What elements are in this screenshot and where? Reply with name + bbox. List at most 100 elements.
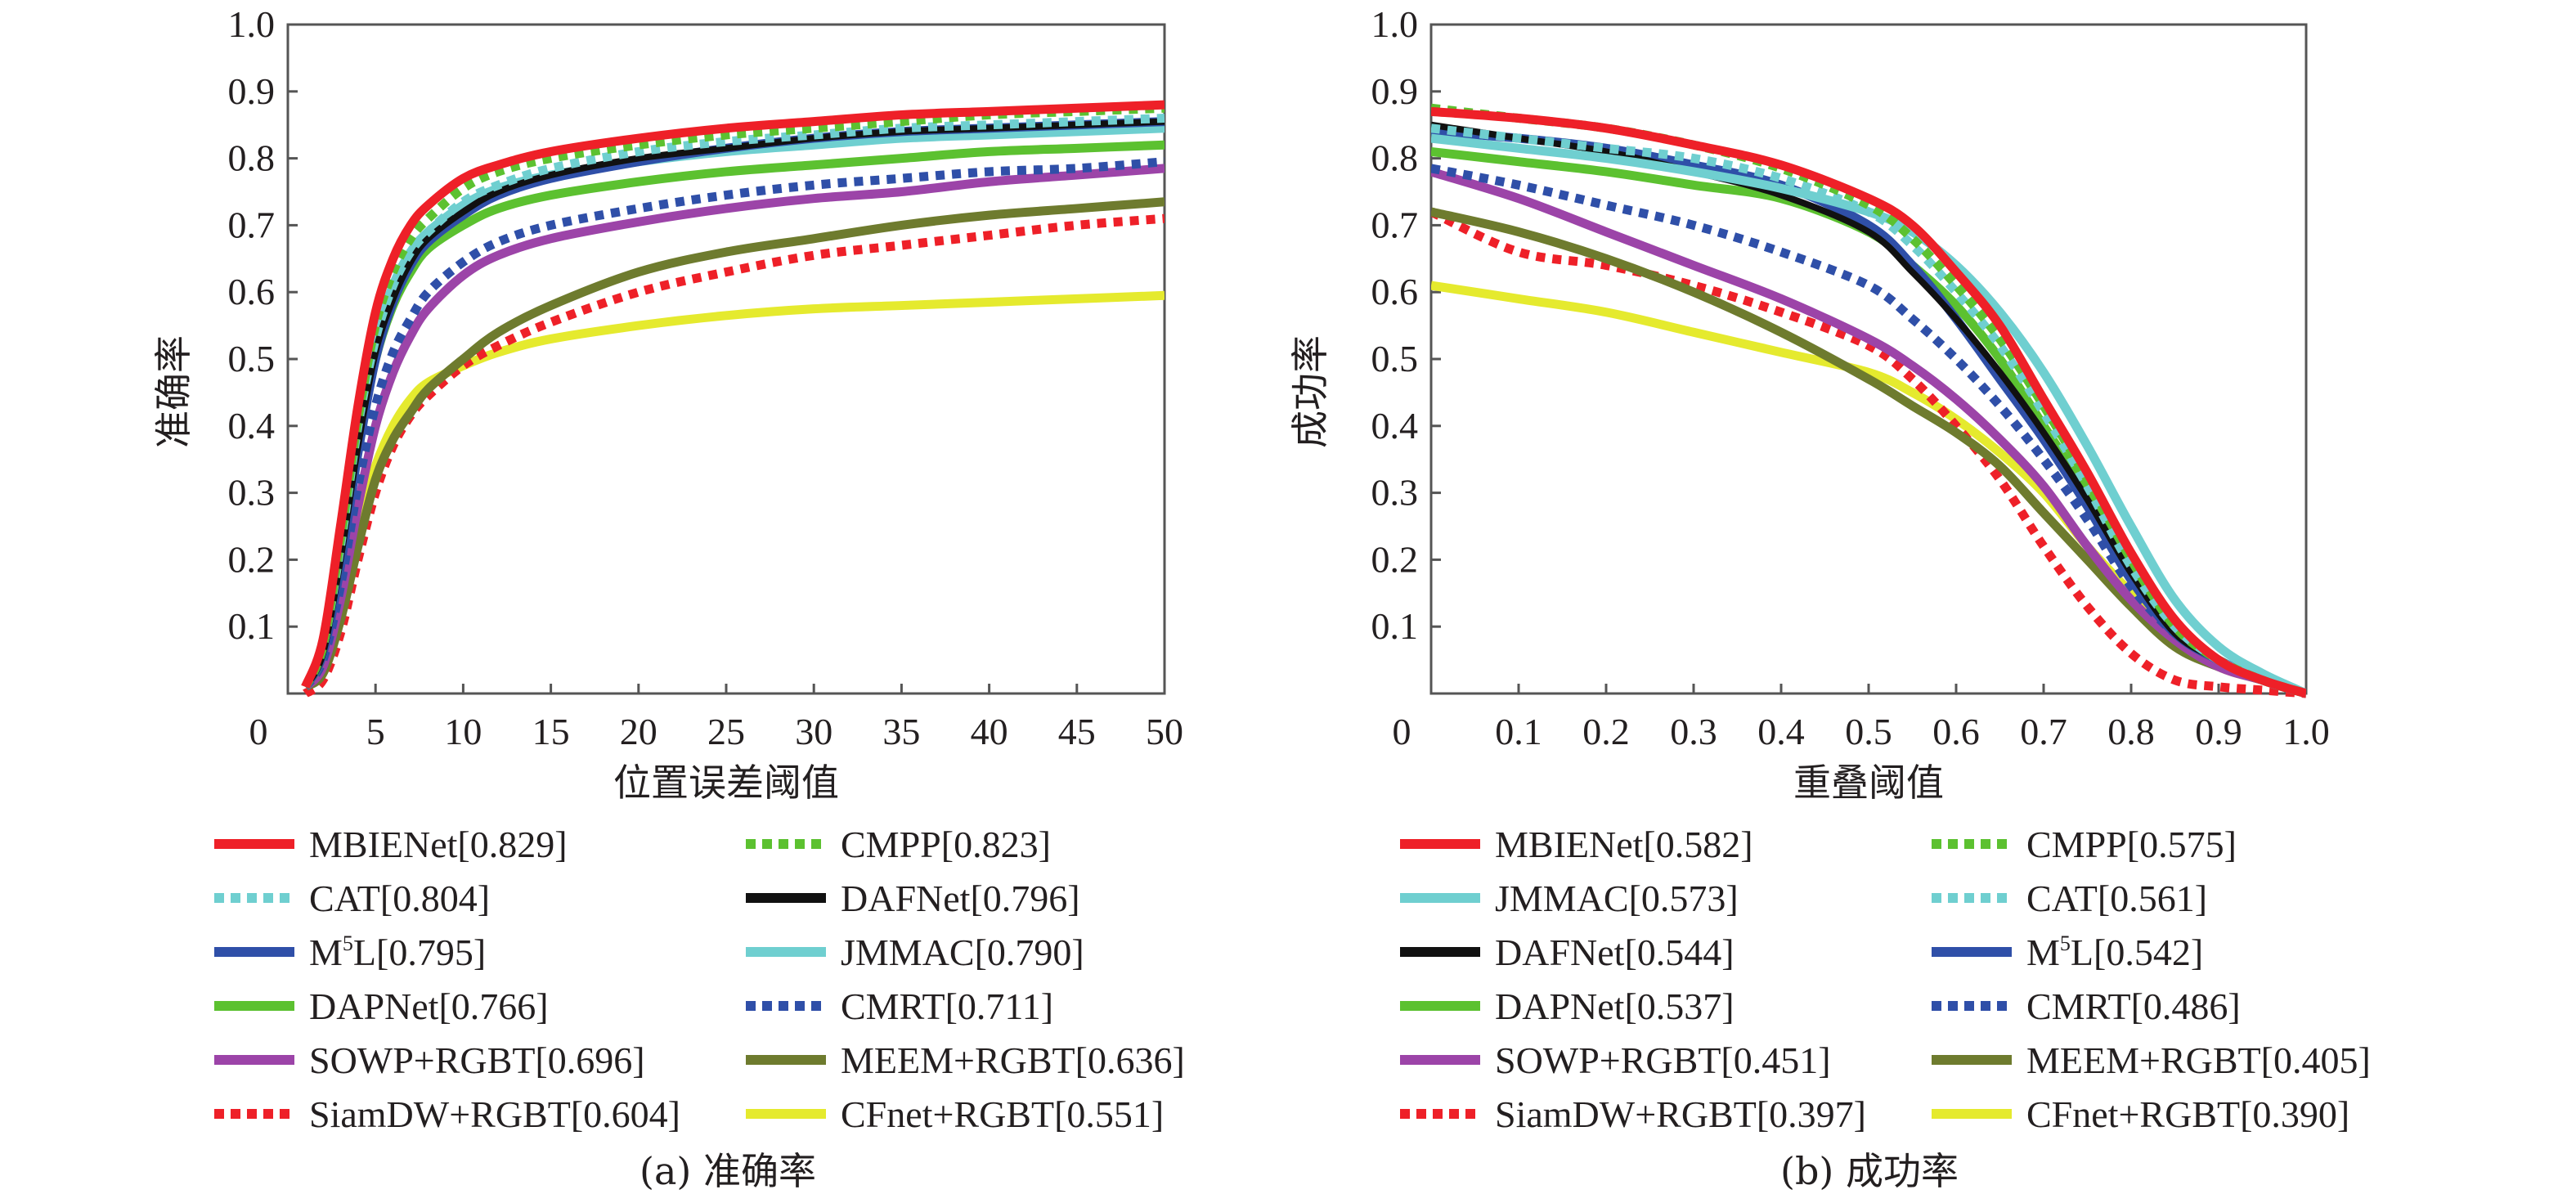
y-tick-label: 0.1 bbox=[228, 605, 276, 647]
x-tick-label: 50 bbox=[1146, 711, 1183, 752]
legend-label: MEEM+RGBT[0.405] bbox=[2026, 1039, 2371, 1081]
legend-label: DAPNet[0.537] bbox=[1495, 985, 1735, 1027]
legend-label: CMRT[0.711] bbox=[841, 985, 1053, 1027]
legend-item: MEEM+RGBT[0.405] bbox=[1932, 1039, 2371, 1081]
x-tick-label: 20 bbox=[620, 711, 657, 752]
legend-item: DAPNet[0.537] bbox=[1400, 985, 1735, 1027]
panel-caption: (b) 成功率 bbox=[1780, 1149, 1959, 1193]
legend-item: JMMAC[0.573] bbox=[1400, 878, 1739, 919]
x-tick-label: 15 bbox=[532, 711, 570, 752]
x-tick-label: 0.8 bbox=[2107, 711, 2155, 752]
series-group bbox=[1431, 103, 2306, 698]
legend-label: SOWP+RGBT[0.451] bbox=[1495, 1039, 1831, 1081]
y-tick-label: 1.0 bbox=[1371, 3, 1419, 45]
y-tick-label: 1.0 bbox=[228, 3, 276, 45]
x-tick-label: 0 bbox=[1393, 711, 1411, 752]
precision-panel: 0.1 0.2 0.3 0.4 0.5 0.6 0.7 0.8 0.9 1.0 0 5 10 15 20 25… bbox=[151, 3, 1185, 1193]
legend-label: JMMAC[0.790] bbox=[841, 931, 1084, 973]
y-tick-label: 0.9 bbox=[228, 70, 276, 112]
legend-label: CAT[0.561] bbox=[2026, 878, 2207, 919]
x-tick-label: 0.3 bbox=[1670, 711, 1717, 752]
panel-caption: (a) 准确率 bbox=[640, 1149, 816, 1193]
legend-item: SiamDW+RGBT[0.397] bbox=[1400, 1093, 1866, 1135]
x-tick-label: 0.6 bbox=[1932, 711, 1980, 752]
legend-item: CMPP[0.823] bbox=[746, 824, 1051, 865]
legend-item: DAFNet[0.544] bbox=[1400, 931, 1735, 973]
x-tick-label: 0.1 bbox=[1495, 711, 1542, 752]
legend-label: CMPP[0.575] bbox=[2026, 824, 2237, 865]
y-tick-label: 0.3 bbox=[1371, 472, 1419, 514]
y-axis-title: 准确率 bbox=[151, 335, 195, 448]
y-tick-label: 0.2 bbox=[1371, 538, 1419, 580]
x-tick-label: 0.9 bbox=[2195, 711, 2242, 752]
x-axis-title: 重叠阈值 bbox=[1793, 761, 1944, 805]
legend-label: DAFNet[0.544] bbox=[1495, 931, 1735, 973]
legend-item: JMMAC[0.790] bbox=[746, 931, 1084, 973]
x-tick-label: 45 bbox=[1058, 711, 1096, 752]
legend-item: CMRT[0.711] bbox=[746, 985, 1053, 1027]
legend-item: MEEM+RGBT[0.636] bbox=[746, 1039, 1185, 1081]
legend: MBIENet[0.829] CMPP[0.823] CAT[0.804] DAFNe… bbox=[214, 824, 1185, 1135]
success-panel: 0.1 0.2 0.3 0.4 0.5 0.6 0.7 0.8 0.9 1.0 0 0.1 0.2 0.3… bbox=[1288, 3, 2371, 1193]
x-tick-label: 35 bbox=[882, 711, 920, 752]
legend-label: MBIENet[0.582] bbox=[1495, 824, 1753, 865]
legend-item: CFnet+RGBT[0.551] bbox=[746, 1093, 1164, 1135]
series-line-sowp-rgbt bbox=[1431, 167, 2306, 698]
x-tick-label: 30 bbox=[795, 711, 832, 752]
legend-item: SOWP+RGBT[0.696] bbox=[214, 1039, 645, 1081]
legend-label: CAT[0.804] bbox=[309, 878, 490, 919]
legend-item: M5L[0.795] bbox=[214, 931, 486, 973]
legend-item: CFnet+RGBT[0.390] bbox=[1932, 1093, 2349, 1135]
legend-label: SiamDW+RGBT[0.604] bbox=[309, 1093, 680, 1135]
legend-label: DAPNet[0.766] bbox=[309, 985, 549, 1027]
legend-label: MEEM+RGBT[0.636] bbox=[841, 1039, 1185, 1081]
legend-item: CMPP[0.575] bbox=[1932, 824, 2237, 865]
legend-item: SiamDW+RGBT[0.604] bbox=[214, 1093, 680, 1135]
y-tick-label: 0.7 bbox=[228, 204, 276, 245]
series-line-meem-rgbt bbox=[1431, 207, 2306, 698]
y-tick-label: 0.2 bbox=[228, 538, 276, 580]
y-tick-label: 0.5 bbox=[228, 338, 276, 379]
y-tick-label: 0.1 bbox=[1371, 605, 1419, 647]
x-tick-label: 0.2 bbox=[1582, 711, 1630, 752]
series-line-siamdw-rgbt bbox=[303, 213, 1165, 698]
y-tick-label: 0.4 bbox=[228, 405, 276, 447]
x-axis-title: 位置误差阈值 bbox=[613, 761, 839, 805]
series-line-mbienet bbox=[1431, 106, 2306, 698]
x-tick-label: 25 bbox=[707, 711, 745, 752]
x-tick-label: 0.7 bbox=[2020, 711, 2067, 752]
x-tick-label: 10 bbox=[444, 711, 482, 752]
y-tick-label: 0.4 bbox=[1371, 405, 1419, 447]
legend-label: DAFNet[0.796] bbox=[841, 878, 1080, 919]
legend-label: M5L[0.795] bbox=[309, 931, 486, 973]
series-line-cmpp bbox=[301, 103, 1165, 689]
legend-item: SOWP+RGBT[0.451] bbox=[1400, 1039, 1831, 1081]
legend-item: M5L[0.542] bbox=[1932, 931, 2203, 973]
y-tick-label: 0.8 bbox=[228, 137, 276, 179]
series-line-mbienet bbox=[301, 100, 1165, 689]
y-tick-label: 0.7 bbox=[1371, 204, 1419, 245]
legend-item: CMRT[0.486] bbox=[1932, 985, 2241, 1027]
legend-item: MBIENet[0.582] bbox=[1400, 824, 1753, 865]
legend-label: JMMAC[0.573] bbox=[1495, 878, 1739, 919]
series-line-jmmac bbox=[1431, 133, 2306, 698]
legend-label: SOWP+RGBT[0.696] bbox=[309, 1039, 645, 1081]
legend-label: CFnet+RGBT[0.551] bbox=[841, 1093, 1164, 1135]
y-tick-label: 0.6 bbox=[228, 271, 276, 312]
legend-item: DAPNet[0.766] bbox=[214, 985, 549, 1027]
x-tick-label: 0 bbox=[249, 711, 268, 752]
y-axis-title: 成功率 bbox=[1288, 335, 1332, 448]
legend-item: MBIENet[0.829] bbox=[214, 824, 568, 865]
x-tick-label: 5 bbox=[366, 711, 385, 752]
y-tick-label: 0.9 bbox=[1371, 70, 1419, 112]
x-tick-label: 1.0 bbox=[2282, 711, 2330, 752]
series-line-meem-rgbt bbox=[303, 197, 1165, 691]
legend-label: CFnet+RGBT[0.390] bbox=[2026, 1093, 2349, 1135]
legend-label: MBIENet[0.829] bbox=[309, 824, 568, 865]
legend-item: CAT[0.561] bbox=[1932, 878, 2207, 919]
legend-label: SiamDW+RGBT[0.397] bbox=[1495, 1093, 1866, 1135]
series-group bbox=[301, 100, 1165, 698]
legend-item: CAT[0.804] bbox=[214, 878, 490, 919]
legend-item: DAFNet[0.796] bbox=[746, 878, 1080, 919]
